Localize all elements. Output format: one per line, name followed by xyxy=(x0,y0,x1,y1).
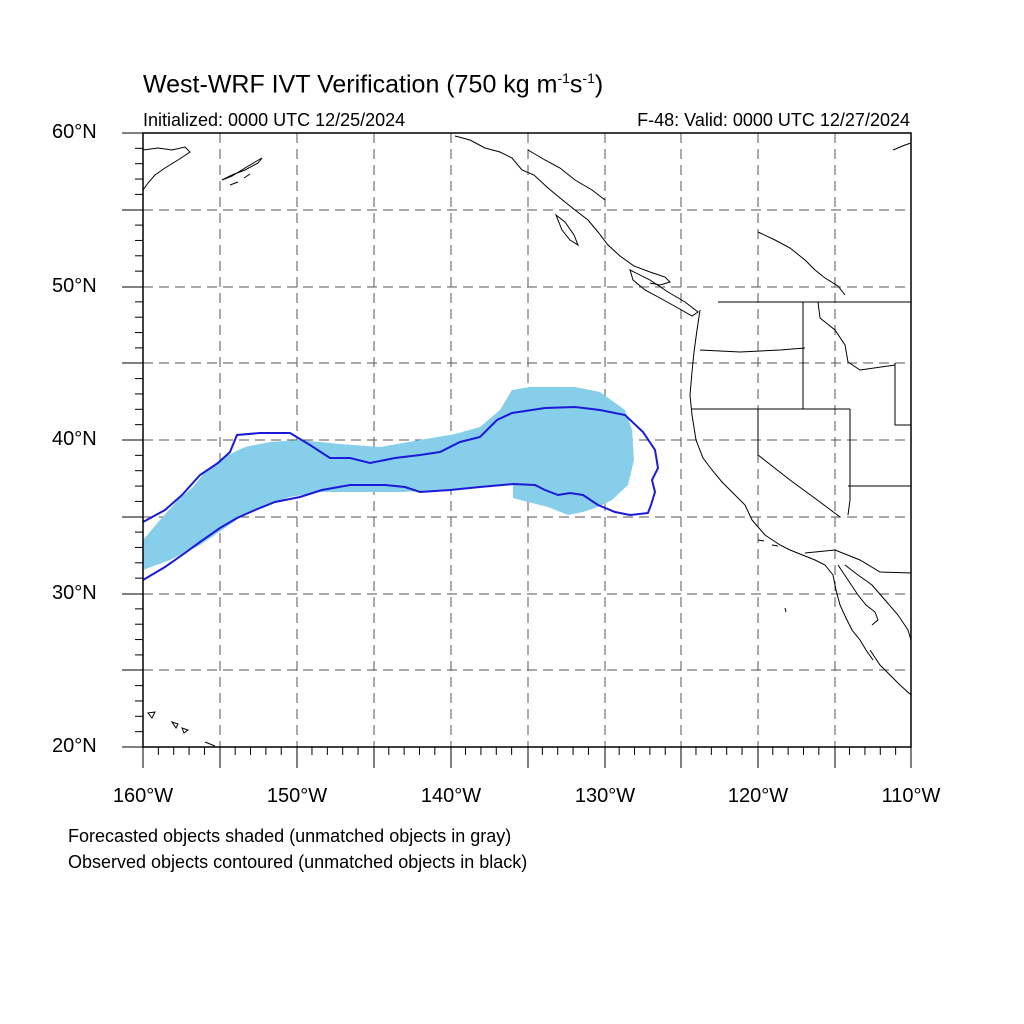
lon-label-160w: 160°W xyxy=(112,785,174,807)
bc-coast xyxy=(454,135,671,286)
map-title: West-WRF IVT Verification (750 kg m-1s-1… xyxy=(143,70,604,99)
channel-islands xyxy=(757,539,787,613)
wa-or-border xyxy=(699,347,806,353)
lon-label-140w: 140°W xyxy=(420,785,482,807)
lon-label-110w: 110°W xyxy=(881,785,941,807)
us-west-coast xyxy=(689,309,834,576)
lon-label-130w: 130°W xyxy=(574,785,636,807)
lat-label-30n: 30°N xyxy=(52,582,97,604)
valid-time: F-48: Valid: 0000 UTC 12/27/2024 xyxy=(637,110,910,130)
haida-gwaii xyxy=(554,213,580,247)
coastlines xyxy=(142,135,912,747)
lon-label-120w: 120°W xyxy=(727,785,789,807)
alaska-coast xyxy=(142,146,191,191)
canada-lakes xyxy=(757,231,846,296)
grid-lines xyxy=(143,133,911,747)
nevada-border xyxy=(847,409,851,516)
minor-lon-ticks xyxy=(157,747,897,755)
us-mexico-border xyxy=(804,549,912,574)
lat-label-40n: 40°N xyxy=(52,428,97,450)
baja-east-coast xyxy=(837,564,879,626)
vancouver-island xyxy=(629,269,699,317)
lon-ticks xyxy=(142,747,912,768)
lat-label-20n: 20°N xyxy=(52,735,97,757)
idaho-montana-border xyxy=(817,301,896,371)
mexico-mainland-coast xyxy=(844,564,912,641)
observed-note: Observed objects contoured (unmatched ob… xyxy=(68,852,528,872)
yukon-coast xyxy=(892,142,912,151)
observed-ivt-contour xyxy=(143,405,660,581)
lon-label-150w: 150°W xyxy=(266,785,328,807)
utah-border xyxy=(894,363,911,426)
lat-label-50n: 50°N xyxy=(52,275,97,297)
alaska-islands xyxy=(221,157,263,186)
baja-west-coast xyxy=(832,574,874,661)
lat-ticks xyxy=(122,132,143,748)
mexico-pacific-coast xyxy=(869,649,912,696)
minor-lat-ticks xyxy=(135,147,143,733)
alaska-panhandle-border xyxy=(527,149,606,201)
hawaii-islands xyxy=(147,711,216,747)
initialized-time: Initialized: 0000 UTC 12/25/2024 xyxy=(143,110,406,130)
lat-label-60n: 60°N xyxy=(52,121,97,143)
ca-nv-border xyxy=(757,409,841,518)
forecast-note: Forecasted objects shaded (unmatched obj… xyxy=(68,826,512,846)
forecast-ivt-object xyxy=(143,387,634,570)
